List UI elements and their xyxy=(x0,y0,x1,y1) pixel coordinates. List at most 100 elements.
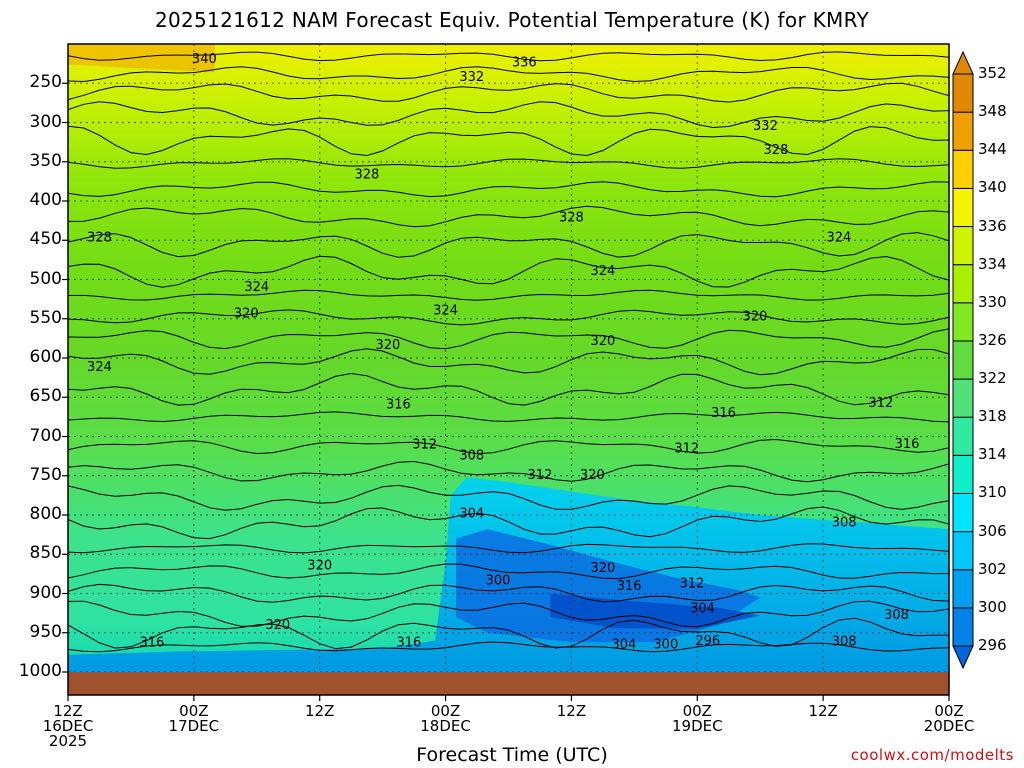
y-tick-label: 700 xyxy=(29,425,62,446)
y-tick-label: 900 xyxy=(29,582,62,603)
warm-cap xyxy=(68,44,215,73)
contour-line xyxy=(68,641,949,653)
contour-line xyxy=(68,543,949,554)
colorbar-arrow-low xyxy=(952,645,974,670)
contour-line xyxy=(68,289,949,301)
y-tick-label: 1000 xyxy=(18,661,62,681)
credit-text: coolwx.com/modelts xyxy=(850,746,1014,764)
contour-line xyxy=(68,328,949,350)
contour-label: 308 xyxy=(459,449,484,464)
contour-line xyxy=(68,348,949,376)
contour-label: 312 xyxy=(528,468,553,483)
colorbar-tick-label: 334 xyxy=(978,254,1007,273)
contour-line xyxy=(68,563,949,580)
contour-label: 312 xyxy=(680,577,705,592)
y-tick-label: 600 xyxy=(29,347,62,367)
contour-line xyxy=(68,125,949,157)
contour-line xyxy=(68,232,949,258)
colorbar-segment xyxy=(952,454,974,494)
contour-label: 324 xyxy=(826,230,851,245)
contour-line xyxy=(68,411,949,423)
contour-label: 340 xyxy=(192,52,217,67)
contour-label: 316 xyxy=(617,579,642,594)
colorbar-arrow-high xyxy=(952,50,974,75)
contour-label: 328 xyxy=(559,211,584,226)
contour-label: 316 xyxy=(139,635,164,650)
contour-label: 300 xyxy=(486,573,511,588)
contour-line xyxy=(68,460,949,483)
cold-core-min xyxy=(550,593,761,629)
contour-label: 312 xyxy=(674,441,699,456)
contour-label: 296 xyxy=(695,634,720,649)
y-tick-label: 400 xyxy=(29,190,62,210)
x-tick-label: 12Z xyxy=(556,702,587,720)
colorbar-tick-label: 326 xyxy=(978,330,1007,349)
contour-label: 328 xyxy=(764,143,789,158)
y-tick-label: 850 xyxy=(29,543,62,564)
contour-label: 332 xyxy=(459,70,484,85)
contour-line xyxy=(68,506,949,540)
contour-label: 320 xyxy=(265,618,290,633)
y-tick-label: 650 xyxy=(29,386,62,407)
contour-label: 312 xyxy=(868,396,893,411)
y-tick-label: 450 xyxy=(29,229,62,250)
y-tick-label: 250 xyxy=(29,72,62,93)
contour-label: 320 xyxy=(307,558,332,573)
plot-frame xyxy=(67,43,950,696)
colorbar-segment xyxy=(952,226,974,266)
contour-label: 320 xyxy=(375,338,400,353)
x-tick-label: 00Z 19DEC xyxy=(671,702,723,735)
colorbar-segment xyxy=(952,73,974,113)
colorbar-tick-label: 306 xyxy=(978,521,1007,540)
contour-label: 300 xyxy=(653,638,678,653)
colorbar-segment xyxy=(952,340,974,380)
contour-line xyxy=(68,600,949,628)
colorbar-segment xyxy=(952,111,974,151)
contour-line xyxy=(68,82,949,103)
contour-line xyxy=(68,484,949,511)
colorbar-segment xyxy=(952,264,974,304)
contour-line xyxy=(68,309,949,326)
contour-label: 320 xyxy=(590,334,615,349)
y-tick-label: 750 xyxy=(29,464,62,485)
colorbar-tick-label: 302 xyxy=(978,559,1007,578)
contour-label: 316 xyxy=(895,437,920,452)
colorbar-segment xyxy=(952,302,974,342)
x-tick-label: 00Z 20DEC xyxy=(923,702,975,735)
colorbar-segment xyxy=(952,149,974,189)
contour-label: 304 xyxy=(459,507,484,522)
contour-line xyxy=(68,372,949,406)
contour-label: 320 xyxy=(590,561,615,576)
contour-label: 324 xyxy=(244,280,269,295)
contour-label: 320 xyxy=(743,310,768,325)
colorbar-tick-label: 296 xyxy=(978,636,1007,654)
colorbar-tick-label: 300 xyxy=(978,597,1007,616)
colorbar-segment xyxy=(952,378,974,418)
contour-line xyxy=(68,51,949,62)
colorbar-segment xyxy=(952,492,974,533)
x-axis-title: Forecast Time (UTC) xyxy=(416,744,608,766)
contour-label: 308 xyxy=(832,515,857,530)
contour-line xyxy=(68,205,949,228)
contour-label: 328 xyxy=(87,230,112,245)
contour-label: 320 xyxy=(234,306,259,321)
contour-line xyxy=(68,181,949,198)
x-tick-label: 00Z 18DEC xyxy=(420,702,471,735)
y-tick-label: 950 xyxy=(29,621,62,642)
x-tick-label: 12Z xyxy=(808,702,838,720)
y-tick-label: 800 xyxy=(29,504,62,524)
contour-label: 316 xyxy=(386,398,411,413)
contour-line xyxy=(68,583,949,603)
contour-label: 312 xyxy=(412,438,437,453)
contour-line xyxy=(68,158,949,169)
contour-label: 324 xyxy=(590,264,615,279)
contour-line xyxy=(68,617,949,650)
contour-line xyxy=(68,438,949,455)
contour-label: 308 xyxy=(832,635,857,650)
contour-label: 304 xyxy=(611,638,636,653)
contour-line xyxy=(68,255,949,288)
contour-label: 316 xyxy=(396,635,421,650)
colorbar-tick-label: 352 xyxy=(978,64,1007,82)
